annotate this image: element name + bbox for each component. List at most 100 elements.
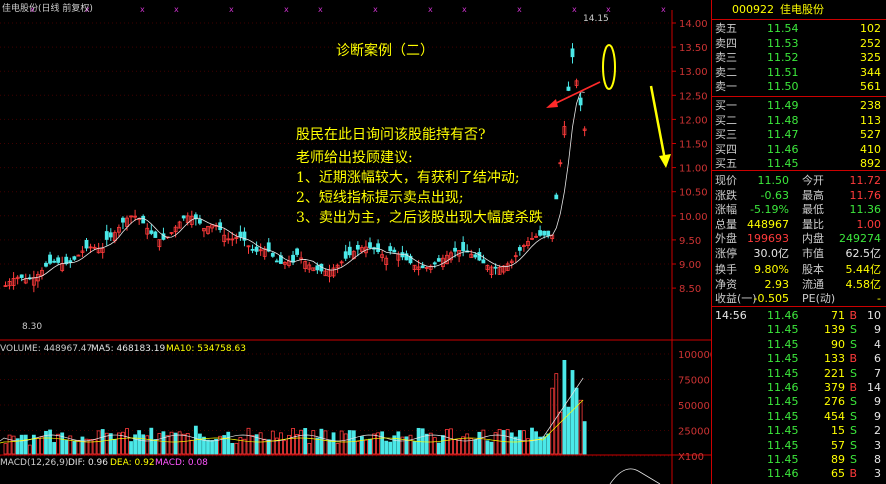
candle-body: [234, 236, 239, 239]
bid-price: 11.49: [767, 99, 799, 112]
tick-row: 11.45 276 S 9: [712, 395, 886, 408]
bid-volume: 892: [860, 157, 881, 170]
candle-body: [493, 266, 498, 269]
candle-body: [558, 162, 563, 165]
ask-price: 11.50: [767, 80, 799, 93]
ask-label: 卖三: [715, 51, 737, 64]
candle-body: [266, 242, 271, 252]
candle-body: [416, 266, 421, 270]
price-tick-label: 13.50: [679, 43, 708, 54]
volume-bar: [36, 437, 40, 455]
candle-body: [517, 247, 522, 251]
candle-body: [274, 260, 279, 263]
candle-body: [133, 215, 138, 218]
candle-body: [542, 230, 547, 236]
volume-bar: [210, 440, 214, 455]
stat-label: 流通: [802, 277, 824, 291]
stat-value: 249274: [839, 232, 881, 245]
candle-body: [44, 262, 48, 267]
volume-bar: [295, 434, 300, 455]
volume-bar: [234, 442, 239, 455]
ask-price: 11.51: [767, 65, 799, 79]
stat-label: PE(动): [802, 292, 836, 305]
tick-row: 11.45 139 S 9: [712, 323, 886, 336]
yellow-arrow-line: [649, 85, 667, 161]
volume-bar: [408, 434, 413, 455]
bid-price: 11.46: [767, 142, 799, 156]
tick-count: 3: [874, 438, 881, 452]
volume-bar: [493, 432, 498, 455]
candle-body: [376, 243, 381, 252]
volume-bar: [202, 436, 206, 455]
candle-body: [100, 248, 105, 253]
candle-body: [485, 264, 490, 271]
red-arrow-head: [546, 99, 558, 108]
candle-body: [522, 245, 526, 247]
candle-body: [153, 231, 158, 238]
bid-row: 买一 11.49 238: [712, 99, 886, 112]
highlight-ellipse: [602, 44, 616, 90]
stat-label: 净资: [715, 277, 737, 291]
volume-bar: [108, 433, 113, 455]
volume-bar: [165, 435, 170, 455]
candle-body: [331, 267, 336, 277]
volume-bar: [226, 431, 231, 455]
volume-bar: [3, 443, 8, 455]
stat-row: 现价 11.50 今开 11.72: [712, 174, 886, 187]
candle-body: [355, 244, 360, 250]
volume-bar: [327, 439, 332, 455]
tick-volume: 379: [824, 381, 845, 394]
tick-price: 11.46: [767, 309, 799, 322]
annotation-line-2: 老师给出投顾建议:: [296, 150, 413, 166]
volume-bar: [64, 439, 69, 455]
candle-body: [254, 246, 259, 252]
price-tick-label: 9.00: [679, 260, 701, 271]
macd-value-label: MACD: 0.08: [155, 458, 208, 468]
volume-bar: [449, 428, 453, 455]
event-marker: x: [373, 5, 378, 14]
volume-bar: [133, 434, 138, 455]
tick-side: S: [850, 337, 857, 351]
volume-bar: [542, 436, 547, 455]
volume-bar: [339, 430, 344, 455]
volume-bar: [368, 438, 372, 455]
volume-bar: [501, 430, 506, 455]
volume-bar: [436, 442, 441, 455]
candle-body: [449, 252, 453, 261]
ask-volume: 102: [860, 22, 881, 35]
candle-body: [526, 241, 530, 247]
stock-label: 佳电股份(日线 前复权): [2, 4, 93, 14]
volume-bar: [303, 428, 308, 455]
bid-volume: 113: [860, 113, 881, 127]
volume-bar: [509, 432, 514, 455]
volume-bar: [11, 435, 16, 455]
kline-chart-area[interactable]: 14.00 13.50 13.00 12.50 12.00 11.50 11.00 10.50…: [0, 0, 711, 484]
volume-bar: [538, 436, 542, 455]
candle-body: [258, 249, 263, 252]
candle-body: [538, 230, 542, 236]
stat-label: 换手: [715, 263, 737, 276]
volume-bar: [117, 432, 121, 455]
volume-bar: [185, 433, 190, 455]
volume-bar: [56, 433, 61, 455]
candle-body: [270, 252, 275, 257]
volume-bar: [461, 436, 466, 455]
tick-count: 14: [867, 381, 881, 394]
candle-body: [335, 264, 340, 269]
ask-volume: 561: [860, 80, 881, 93]
price-tick-label: 11.50: [679, 140, 708, 151]
volume-bar: [299, 429, 304, 455]
candle-body: [295, 248, 300, 255]
stat-row: 总量 448967 量比 1.00: [712, 218, 886, 231]
volume-tick-label: 75000: [678, 376, 710, 387]
candle-body: [453, 247, 457, 252]
candle-body: [76, 254, 81, 257]
volume-bar: [582, 421, 587, 455]
volume-bar: [19, 434, 24, 455]
tick-side: S: [850, 409, 857, 423]
candle-body: [546, 230, 551, 236]
candle-body: [125, 217, 129, 227]
ma10-label: MA10: 534758.63: [166, 344, 246, 354]
volume-bar: [392, 435, 397, 455]
stat-label: 总量: [715, 217, 737, 231]
